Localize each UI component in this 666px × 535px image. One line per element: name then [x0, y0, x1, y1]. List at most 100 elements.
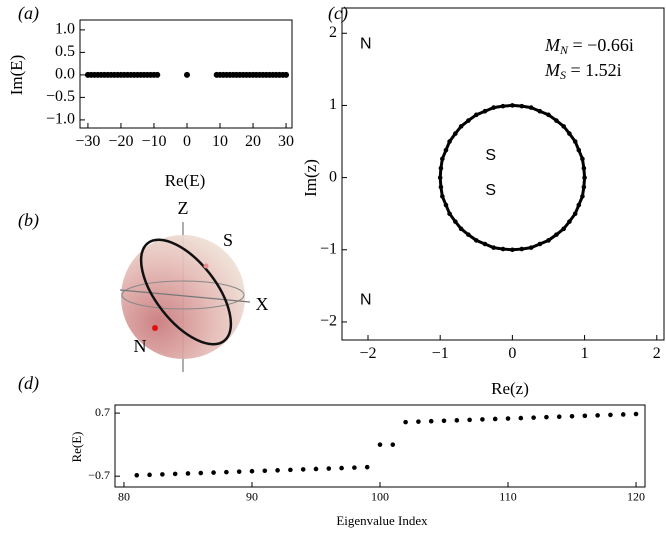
data-point: [537, 108, 543, 114]
plot-frame: [79, 19, 293, 129]
data-point: [428, 418, 434, 424]
axis-label: Z: [178, 198, 189, 218]
data-point: [390, 442, 396, 447]
marker-label: N: [360, 35, 372, 52]
x-tick-label: 90: [246, 490, 258, 504]
data-point: [528, 245, 534, 250]
data-point: [447, 211, 452, 216]
panel-label: (c): [328, 3, 348, 24]
x-tick-label: 30: [278, 133, 294, 150]
y-tick-label: 0.7: [95, 405, 110, 419]
data-point: [546, 112, 551, 118]
annotation-text: = −0.66i: [568, 35, 634, 55]
equator: [121, 280, 245, 310]
marker-label: S: [485, 147, 496, 164]
data-point: [249, 468, 255, 474]
data-point: [447, 139, 452, 144]
y-tick-label: 1.0: [55, 21, 75, 38]
y-tick-label: −1: [320, 240, 337, 257]
data-point: [160, 472, 165, 477]
data-point: [518, 415, 524, 421]
x-tick-label: 100: [371, 490, 389, 504]
data-point: [134, 472, 140, 478]
data-point: [572, 211, 578, 216]
data-point: [443, 147, 449, 153]
data-point: [211, 470, 216, 475]
data-point: [582, 413, 588, 419]
y-tick-label: 0.5: [55, 43, 75, 60]
x-tick-label: 20: [245, 133, 261, 150]
data-point: [531, 415, 536, 420]
data-point: [620, 412, 626, 417]
x-tick-label: −30: [75, 133, 100, 150]
panel-label: (a): [18, 3, 39, 24]
data-point: [288, 467, 293, 473]
annotation: MN = −0.66i: [544, 35, 634, 57]
x-tick-label: 120: [627, 490, 645, 504]
data-point: [147, 472, 152, 478]
point-s: [203, 263, 209, 269]
y-tick-label: 0: [329, 168, 337, 185]
x-tick-label: 110: [499, 490, 517, 504]
annotation-symbol: M: [544, 60, 561, 80]
data-point: [466, 118, 471, 123]
data-point: [519, 246, 525, 252]
data-point: [441, 418, 447, 424]
y-axis-label: Im(z): [301, 159, 320, 197]
data-point: [458, 226, 464, 232]
data-point: [580, 194, 585, 199]
data-point: [491, 105, 496, 110]
x-tick-label: 1: [581, 345, 589, 362]
x-tick-label: −20: [108, 133, 133, 150]
panel-label: (b): [18, 210, 39, 231]
data-point: [482, 241, 488, 247]
data-point: [581, 165, 587, 171]
data-point: [500, 103, 506, 109]
data-point: [183, 71, 190, 78]
data-point: [576, 147, 582, 153]
y-tick-label: −2: [320, 313, 337, 330]
data-point: [453, 131, 458, 136]
data-point: [491, 245, 496, 250]
data-point: [546, 238, 551, 243]
y-tick-label: −0.7: [88, 468, 110, 482]
marker-label: S: [485, 182, 496, 199]
data-point: [300, 467, 306, 472]
data-point: [466, 232, 471, 237]
annotation-subscript: S: [560, 68, 566, 82]
data-point: [454, 418, 460, 423]
data-point: [440, 156, 445, 162]
data-point: [154, 71, 161, 78]
data-point: [262, 468, 268, 474]
y-tick-label: −1.0: [46, 111, 75, 128]
data-point: [633, 411, 639, 417]
pole-label: N: [134, 336, 147, 356]
sphere-panel: (b) Z X S N: [18, 198, 269, 372]
trajectory: [139, 238, 233, 346]
data-point: [554, 118, 559, 123]
x-tick-label: −1: [432, 345, 449, 362]
data-point: [364, 464, 370, 470]
data-point: [519, 103, 525, 109]
panel-label: (d): [18, 373, 39, 394]
data-point: [544, 414, 549, 420]
data-point: [537, 241, 543, 247]
x-tick-label: 10: [212, 133, 228, 150]
data-point: [556, 414, 562, 420]
marker-label: N: [360, 292, 372, 309]
data-point: [326, 466, 332, 471]
y-tick-label: 0.0: [55, 66, 75, 83]
data-point: [580, 156, 585, 162]
data-point: [581, 184, 587, 190]
axis-label: X: [256, 294, 269, 314]
data-point: [473, 238, 479, 243]
data-point: [236, 469, 242, 474]
data-point: [275, 468, 280, 473]
annotation-subscript: N: [559, 43, 569, 57]
data-point: [467, 417, 472, 423]
data-point: [567, 219, 572, 224]
data-point: [561, 124, 566, 129]
x-tick-label: −10: [141, 133, 166, 150]
data-point: [480, 417, 485, 422]
